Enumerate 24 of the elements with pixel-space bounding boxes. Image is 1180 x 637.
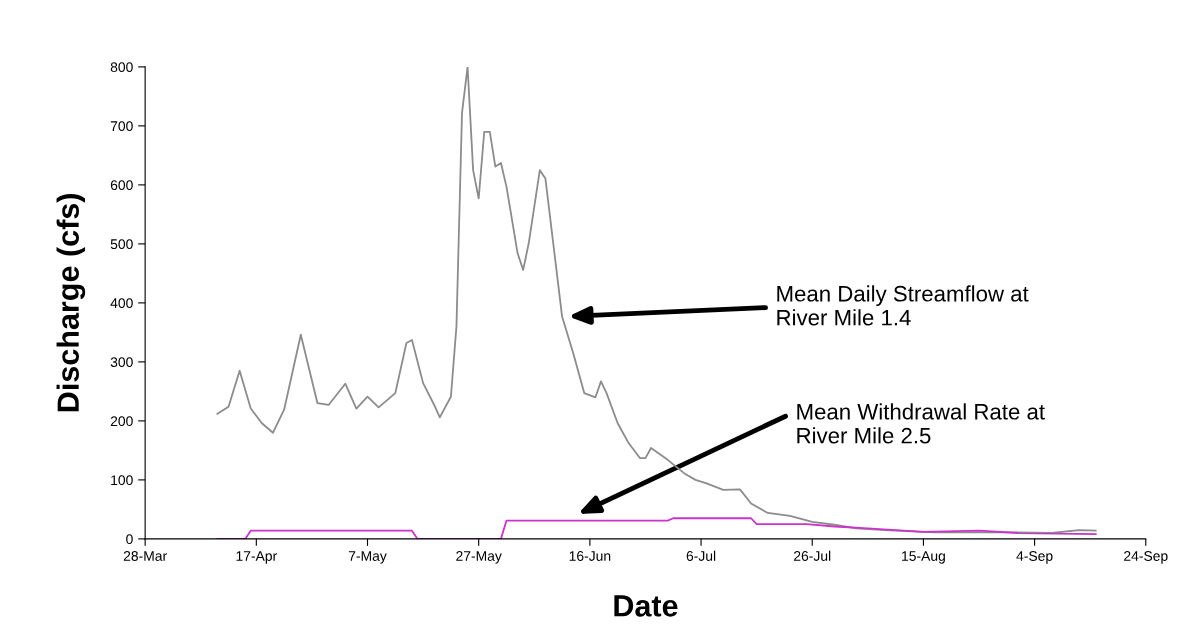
x-tick-label: 17-Apr: [236, 551, 277, 564]
y-tick-label: 700: [110, 121, 133, 132]
x-tick-label: 28-Mar: [123, 551, 167, 561]
x-tick-label: 15-Aug: [902, 551, 945, 564]
x-tick-label: 26-Jul: [794, 550, 831, 561]
annotation: Mean Daily Streamflow at River Mile 1.4: [777, 285, 1029, 326]
x-axis-title: Date: [614, 595, 678, 617]
y-tick-label: 200: [110, 416, 133, 427]
y-tick-label: 500: [110, 239, 133, 250]
x-tick-label: 6-Jul: [686, 550, 716, 561]
x-tick-label: 7-May: [348, 551, 387, 564]
y-tick-label: 800: [110, 62, 133, 73]
y-tick-label: 0: [126, 534, 133, 545]
x-tick-label: 24-Sep: [1124, 551, 1168, 564]
y-tick-label: 300: [110, 357, 133, 368]
y-tick-label: 400: [110, 298, 133, 309]
x-tick-label: 27-May: [456, 551, 502, 564]
annotation: Mean Withdrawal Rate at River Mile 2.5: [797, 403, 1045, 444]
x-tick-label: 4-Sep: [1016, 551, 1053, 564]
line-series: [216, 66, 1097, 534]
y-tick-label: 100: [111, 475, 133, 486]
y-tick-label: 600: [110, 180, 133, 191]
x-tick-label: 16-Jun: [569, 551, 611, 561]
y-axis-title: Discharge (cfs): [56, 194, 86, 412]
